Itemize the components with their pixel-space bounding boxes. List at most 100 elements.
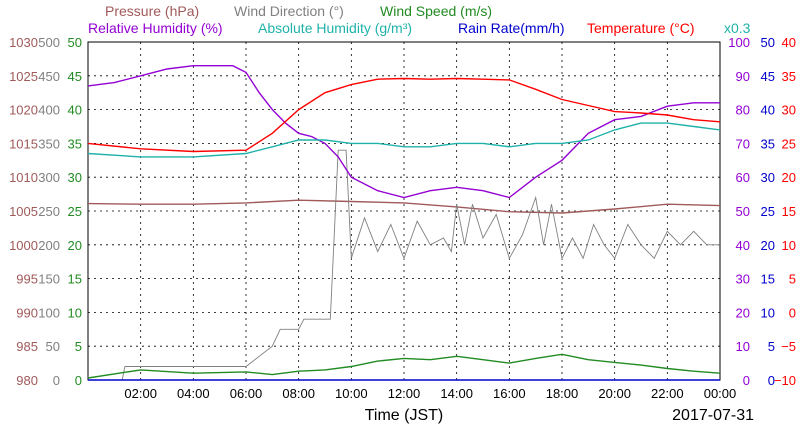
tick-label-wind-speed: 30: [68, 170, 82, 185]
tick-label-rain: 25: [761, 204, 775, 219]
x-tick-label: 16:00: [493, 386, 526, 401]
tick-label-rain: 50: [761, 35, 775, 50]
legend-rain-rate: Rain Rate(mm/h): [458, 20, 565, 36]
series-line-temperature: [87, 77, 721, 153]
tick-label-wind-speed: 45: [68, 69, 82, 84]
tick-label-temperature: 20: [782, 170, 796, 185]
tick-label-temperature: 30: [782, 103, 796, 118]
x-axis-labels: 02:00 04:00 06:00 08:00 10:00 12:00 14:00 16:00…: [124, 386, 736, 401]
tick-label-pressure: 1030: [9, 35, 38, 50]
tick-label-humidity: 30: [736, 272, 750, 287]
tick-label-rain: 45: [761, 69, 775, 84]
tick-label-temperature: 40: [782, 35, 796, 50]
tick-label-wind-speed: 20: [68, 238, 82, 253]
tick-label-temperature: 0: [789, 305, 796, 320]
tick-label-wind-direction: 250: [38, 204, 60, 219]
x-tick-label: 14:00: [440, 386, 473, 401]
tick-label-wind-direction: 500: [38, 35, 60, 50]
series-line-pressure: [87, 199, 721, 214]
tick-label-temperature: 5: [789, 272, 796, 287]
series-line-humidity: [87, 64, 720, 199]
tick-label-humidity: 80: [736, 103, 750, 118]
tick-label-rain: 35: [761, 136, 775, 151]
series-line-humidity: [87, 122, 721, 158]
tick-label-temperature: 25: [782, 136, 796, 151]
tick-label-wind-direction: 0: [53, 373, 60, 388]
tick-label-pressure: 995: [16, 272, 38, 287]
tick-label-pressure: 1010: [9, 170, 38, 185]
series-line-wind-speed: [87, 353, 721, 379]
tick-label-pressure: 1015: [9, 136, 38, 151]
legend-relative-humidity: Relative Humidity (%): [88, 20, 223, 36]
tick-label-wind-speed: 40: [68, 103, 82, 118]
tick-label-pressure: 1025: [9, 69, 38, 84]
x-tick-label: 06:00: [230, 386, 263, 401]
axis-temperature-labels: 40 35 30 25 20 15 10 5 0 −5 −10: [774, 35, 796, 388]
x-tick-label: 04:00: [177, 386, 210, 401]
tick-label-wind-direction: 450: [38, 69, 60, 84]
tick-label-humidity: 60: [736, 170, 750, 185]
x-tick-label: 22:00: [651, 386, 684, 401]
tick-label-wind-speed: 35: [68, 136, 82, 151]
tick-label-wind-speed: 15: [68, 272, 82, 287]
tick-label-wind-direction: 50: [46, 339, 60, 354]
tick-label-temperature: 10: [782, 238, 796, 253]
tick-label-rain: 15: [761, 272, 775, 287]
legend-absolute-humidity: Absolute Humidity (g/m³): [258, 20, 412, 36]
legend-wind-direction: Wind Direction (°): [234, 3, 344, 19]
tick-label-humidity: 100: [728, 35, 750, 50]
series-lines: [87, 64, 721, 381]
tick-label-wind-speed: 50: [68, 35, 82, 50]
tick-label-wind-speed: 25: [68, 204, 82, 219]
series-line-wind-direction: [121, 149, 720, 381]
tick-label-wind-direction: 100: [38, 305, 60, 320]
tick-label-humidity: 90: [736, 69, 750, 84]
x-tick-label: 18:00: [546, 386, 579, 401]
x-tick-label: 20:00: [598, 386, 631, 401]
tick-label-humidity: 70: [736, 136, 750, 151]
tick-label-pressure: 1000: [9, 238, 38, 253]
legend-wind-speed: Wind Speed (m/s): [380, 3, 492, 19]
x-tick-label: 10:00: [335, 386, 368, 401]
tick-label-rain: 40: [761, 103, 775, 118]
x-axis-title: Time (JST): [365, 407, 444, 424]
tick-label-pressure: 1005: [9, 204, 38, 219]
x-tick-label: 02:00: [124, 386, 157, 401]
tick-label-rain: 30: [761, 170, 775, 185]
tick-label-humidity: 0: [743, 373, 750, 388]
tick-label-wind-direction: 200: [38, 238, 60, 253]
tick-label-humidity: 50: [736, 204, 750, 219]
legend-pressure: Pressure (hPa): [105, 3, 199, 19]
tick-label-rain: 5: [768, 339, 775, 354]
x-tick-label: 00:00: [704, 386, 737, 401]
tick-label-rain: 20: [761, 238, 775, 253]
tick-label-pressure: 990: [16, 305, 38, 320]
tick-label-pressure: 985: [16, 339, 38, 354]
legend-rain-multiplier: x0.3: [724, 20, 751, 36]
tick-label-rain: 10: [761, 305, 775, 320]
tick-label-temperature: 35: [782, 69, 796, 84]
grid: [88, 42, 720, 380]
tick-label-humidity: 40: [736, 238, 750, 253]
x-tick-label: 08:00: [282, 386, 315, 401]
tick-label-wind-speed: 5: [75, 339, 82, 354]
legend-temperature: Temperature (°C): [587, 20, 695, 36]
tick-label-temperature: −5: [781, 339, 796, 354]
tick-label-wind-direction: 150: [38, 272, 60, 287]
tick-label-wind-direction: 300: [38, 170, 60, 185]
x-tick-label: 12:00: [388, 386, 421, 401]
tick-label-wind-speed: 10: [68, 305, 82, 320]
tick-label-temperature: 15: [782, 204, 796, 219]
chart-date: 2017-07-31: [672, 407, 754, 424]
tick-label-rain: 0: [768, 373, 775, 388]
tick-label-wind-speed: 0: [75, 373, 82, 388]
tick-label-temperature: −10: [774, 373, 796, 388]
tick-label-wind-direction: 400: [38, 103, 60, 118]
tick-label-humidity: 20: [736, 305, 750, 320]
axis-pressure-labels: 1030 1025 1020 1015 1010 1005 1000 995 990 985 980: [9, 35, 38, 388]
